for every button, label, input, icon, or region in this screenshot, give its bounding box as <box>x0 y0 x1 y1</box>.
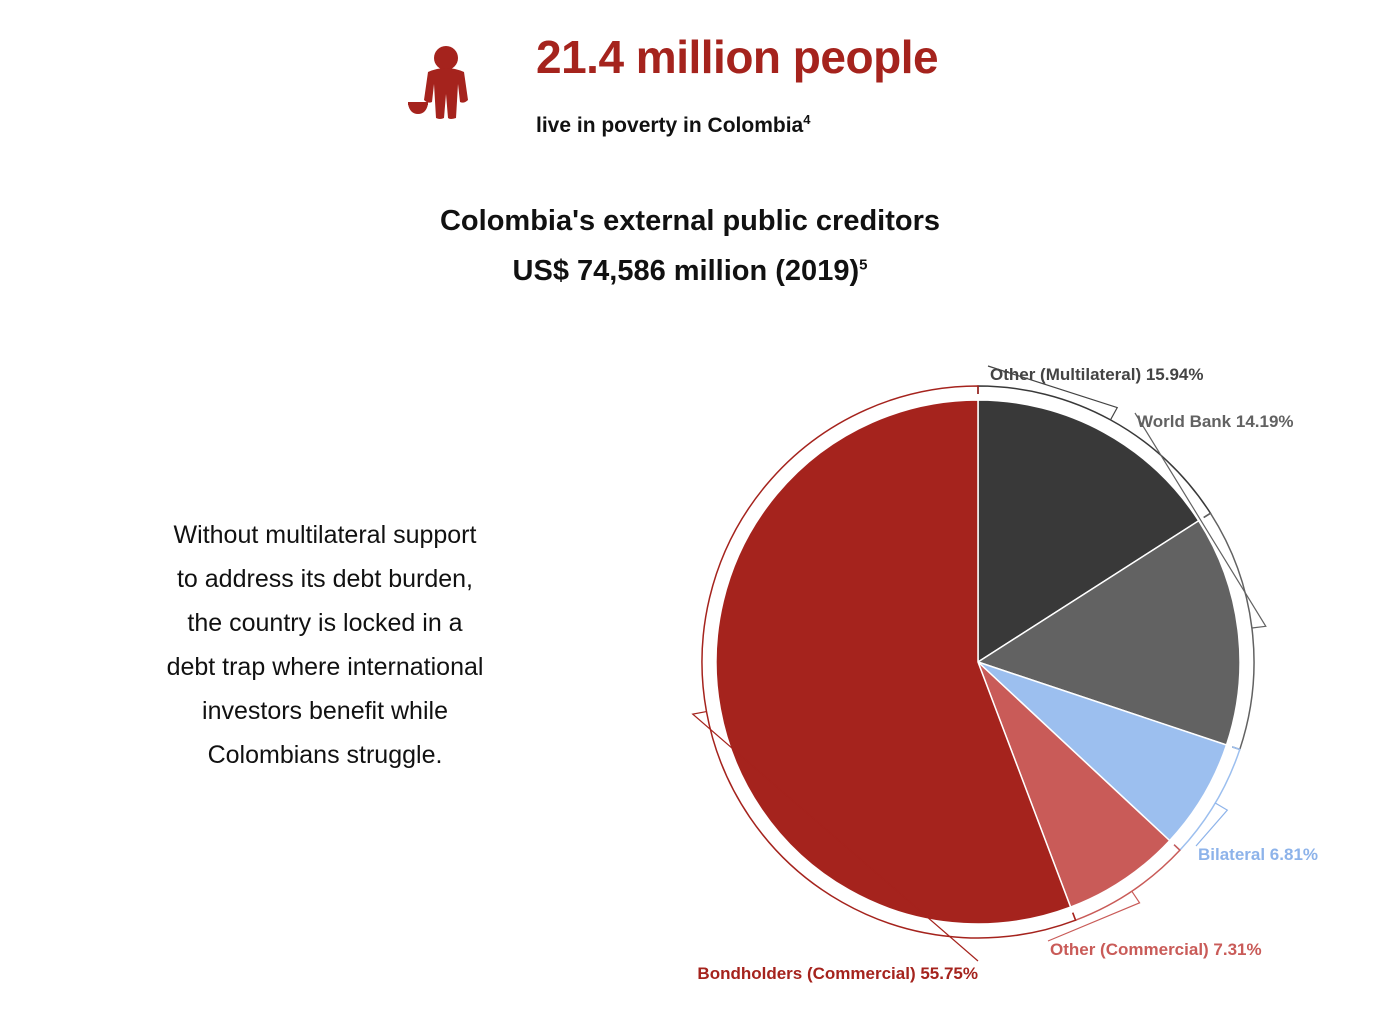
chart-subtitle: US$ 74,586 million (2019)5 <box>0 255 1380 288</box>
pie-slice <box>977 399 1200 664</box>
chart-subtitle-text: US$ 74,586 million (2019) <box>512 255 860 287</box>
slice-leader-line <box>1134 412 1267 629</box>
slice-bracket <box>1173 746 1241 852</box>
body-line: Without multilateral support <box>173 521 477 549</box>
slice-label: Bondholders (Commercial) 55.75% <box>697 964 978 983</box>
slice-leader-line <box>987 365 1119 421</box>
slice-leader-line <box>1195 802 1229 847</box>
body-line: Colombians struggle. <box>207 741 443 769</box>
pie-slice <box>715 399 1072 925</box>
subline: live in poverty in Colombia4 <box>536 112 810 138</box>
subline-footnote: 4 <box>803 112 811 127</box>
subline-text: live in poverty in Colombia <box>536 114 804 137</box>
slice-label: Other (Commercial) 7.31% <box>1050 940 1262 959</box>
body-line: to address its debt burden, <box>176 565 474 593</box>
headline: 21.4 million people <box>536 31 939 83</box>
slice-bracket <box>701 385 1077 939</box>
body-line: investors benefit while <box>202 697 448 725</box>
pie-slice <box>976 519 1241 746</box>
body-line: the country is locked in a <box>187 609 463 637</box>
pie-slice <box>977 661 1228 842</box>
body-text: Without multilateral support to address … <box>120 513 530 777</box>
slice-leader-line <box>691 710 979 962</box>
slice-label: World Bank 14.19% <box>1137 412 1294 431</box>
person-begging-icon <box>408 46 468 119</box>
slice-leader-line <box>1047 890 1141 942</box>
body-line: debt trap where international <box>166 653 484 681</box>
chart-subtitle-footnote: 5 <box>859 256 868 274</box>
pie-slice <box>977 661 1171 909</box>
slice-label: Bilateral 6.81% <box>1198 845 1318 864</box>
slice-label: Other (Multilateral) 15.94% <box>990 365 1204 384</box>
chart-title: Colombia's external public creditors <box>439 205 941 237</box>
